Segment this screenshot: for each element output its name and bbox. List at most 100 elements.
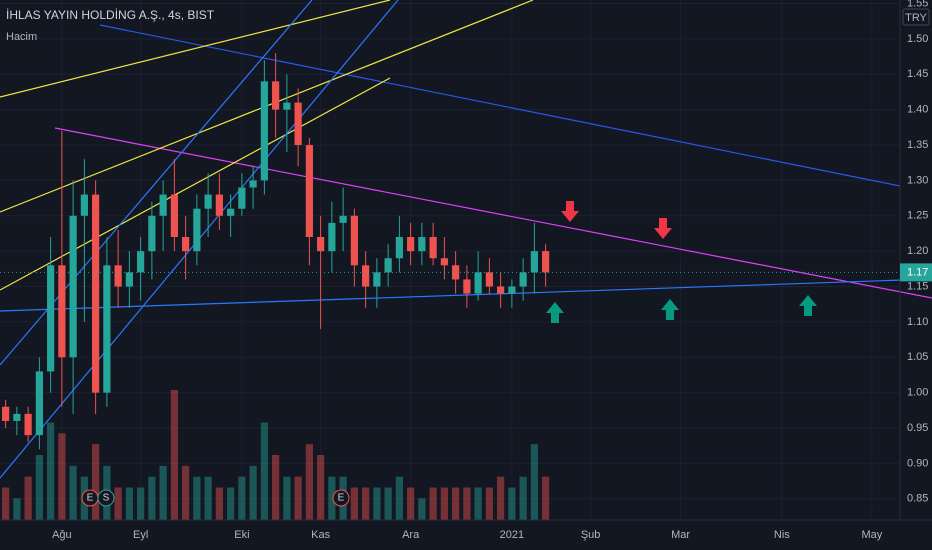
x-tick-label: Ağu <box>52 529 72 541</box>
candle-body <box>47 265 55 372</box>
volume-bar <box>114 487 122 520</box>
y-tick-label: 1.00 <box>907 387 928 399</box>
x-tick-label: Eki <box>234 529 249 541</box>
x-tick-label: Nis <box>774 529 790 541</box>
candle-body <box>272 81 280 110</box>
x-tick-label: Eyl <box>133 529 148 541</box>
x-tick-label: Ara <box>402 529 420 541</box>
candle-body <box>2 406 10 421</box>
volume-bar <box>58 433 66 520</box>
volume-bar <box>125 487 133 520</box>
volume-bar <box>215 487 223 520</box>
volume-bar <box>92 444 100 520</box>
volume-bar <box>260 422 268 520</box>
event-marker <box>332 489 350 507</box>
volume-bar <box>362 487 370 520</box>
volume-bar <box>407 487 415 520</box>
grid <box>0 0 900 520</box>
candle-body <box>440 258 448 266</box>
volume-bar <box>452 487 460 520</box>
volume-bar <box>182 465 190 520</box>
volume-bar <box>418 498 426 520</box>
candle-body <box>13 413 21 421</box>
volume-bar <box>429 487 437 520</box>
y-tick-label: 1.55 <box>907 0 928 9</box>
candle-body <box>80 194 88 216</box>
candle-body <box>69 215 77 358</box>
candle-body <box>452 265 460 280</box>
volume-bar <box>485 487 493 520</box>
trend-line <box>0 77 391 291</box>
volume-bar <box>463 487 471 520</box>
volume-bar <box>508 487 516 520</box>
candle-body <box>227 208 235 216</box>
volume-bar <box>227 487 235 520</box>
candle-body <box>317 237 325 252</box>
volume-bar <box>24 476 32 520</box>
volume-bar <box>159 465 167 520</box>
volume-bar <box>317 455 325 520</box>
candle-body <box>463 279 471 294</box>
candle-body <box>350 215 358 266</box>
currency[interactable]: TRY <box>905 12 927 24</box>
volume-bar <box>328 476 336 520</box>
volume-bar <box>350 487 358 520</box>
candle-body <box>497 286 505 294</box>
x-tick-label: Mar <box>671 529 690 541</box>
candle-body <box>395 237 403 259</box>
candle-body <box>125 272 133 287</box>
trend-line <box>0 0 391 98</box>
volume-pane <box>2 390 550 520</box>
volume-bar <box>47 422 55 520</box>
y-tick-label: 0.95 <box>907 422 928 434</box>
candle-body <box>193 208 201 252</box>
trend-line <box>54 127 932 299</box>
volume-bar <box>305 444 313 520</box>
volume-bar <box>519 476 527 520</box>
x-tick-label: 2021 <box>500 529 524 541</box>
x-tick-label: May <box>861 529 882 541</box>
volume-bar <box>440 487 448 520</box>
volume-bar <box>497 476 505 520</box>
candle-body <box>260 81 268 181</box>
price-label-box <box>900 263 932 282</box>
chart-title: İHLAS YAYIN HOLDİNG A.Ş., 4s, BIST <box>6 8 215 22</box>
volume-bar <box>530 444 538 520</box>
candle-body <box>530 251 538 273</box>
candle-body <box>328 222 336 252</box>
y-tick-label: 1.35 <box>907 139 928 151</box>
y-tick-label: 1.45 <box>907 68 928 80</box>
volume-bar <box>272 455 280 520</box>
candle-body <box>407 237 415 252</box>
y-tick-label: 1.50 <box>907 33 928 45</box>
volume-bar <box>542 476 550 520</box>
candle-body <box>519 272 527 287</box>
candle-body <box>474 272 482 294</box>
candle-body <box>508 286 516 294</box>
y-tick-label: 1.20 <box>907 245 928 257</box>
candle-body <box>249 180 257 188</box>
volume-bar <box>148 476 156 520</box>
currency-box[interactable] <box>902 8 930 26</box>
candle-body <box>305 145 313 238</box>
volume-bar <box>2 487 10 520</box>
candle-body <box>159 194 167 216</box>
volume-bar <box>238 476 246 520</box>
price-label: 1.17 <box>907 266 928 278</box>
candle-body <box>238 187 246 209</box>
candle-body <box>373 272 381 287</box>
volume-bar <box>170 390 178 520</box>
up-arrow <box>546 302 564 323</box>
volume-bar <box>69 465 77 520</box>
trend-line <box>99 24 901 187</box>
volume-bar <box>294 476 302 520</box>
y-tick-label: 0.85 <box>907 493 928 505</box>
trend-line <box>0 278 932 312</box>
candle-body <box>58 265 66 358</box>
event-label: E <box>338 493 345 504</box>
candle-body <box>204 194 212 209</box>
candle-body <box>170 194 178 238</box>
y-tick-label: 1.40 <box>907 104 928 116</box>
